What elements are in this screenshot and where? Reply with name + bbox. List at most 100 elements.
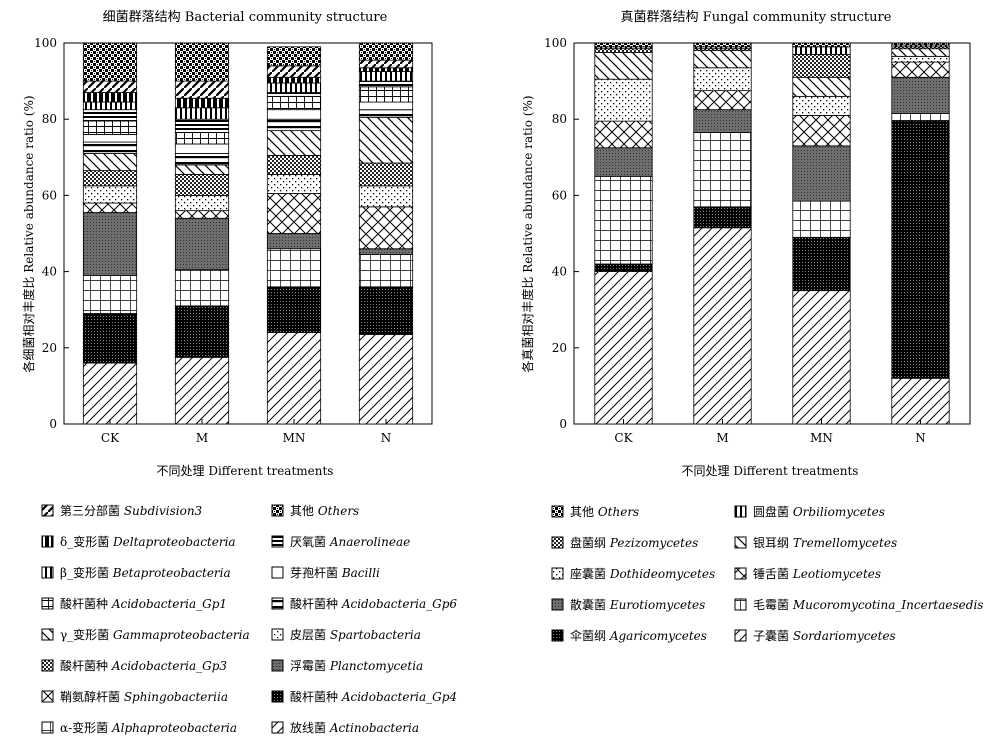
bacterial-legend-label-cn: 皮层菌 — [290, 628, 330, 642]
fungal-x-tick-label: M — [716, 431, 728, 445]
bacterial-bar-segment — [358, 67, 414, 72]
fungal-legend-swatch — [734, 536, 747, 549]
fungal-legend-label-latin: Leotiomycetes — [792, 567, 881, 581]
fungal-legend-swatch — [734, 598, 747, 611]
bacterial-legend-item: 放线菌 Actinobacteria — [271, 720, 419, 735]
bacterial-bar-segment — [174, 269, 230, 307]
fungal-legend-label-cn: 圆盘菌 — [753, 504, 793, 519]
bacterial-bar-segment — [358, 334, 414, 425]
fungal-bar-segment — [891, 61, 950, 78]
bacterial-legend-item: α-变形菌 Alphaproteobacteria — [41, 720, 237, 735]
fungal-legend-swatch — [734, 629, 747, 642]
fungal-legend-label-latin: Eurotiomycetes — [609, 598, 705, 612]
bacterial-legend-label-latin: Sphingobacteriia — [124, 690, 228, 704]
bacterial-legend-label: δ_变形菌 Deltaproteobacteria — [60, 534, 236, 549]
bacterial-bar-segment — [174, 305, 230, 358]
fungal-x-axis-label: 不同处理 Different treatments — [682, 464, 859, 478]
bacterial-legend-label-latin: Betaproteobacteria — [112, 566, 231, 580]
bacterial-legend-label-latin: Spartobacteria — [330, 628, 421, 642]
fungal-legend-swatch — [551, 629, 564, 642]
fungal-bar-m — [693, 42, 752, 425]
fungal-legend-item: 伞菌纲 Agaricomycetes — [551, 628, 707, 643]
bacterial-legend-item: 酸杆菌种 Acidobacteria_Gp6 — [271, 596, 457, 611]
fungal-bar-segment — [693, 90, 752, 111]
bacterial-bar-segment — [174, 194, 230, 212]
bacterial-legend-label-cn: γ_变形菌 — [60, 627, 113, 642]
fungal-legend: 其他 Others 盘菌纲 Pezizomycetes 座囊菌 Dothideomy… — [551, 504, 983, 643]
bacterial-legend-item: 酸杆菌种 Acidobacteria_Gp1 — [41, 596, 227, 611]
fungal-legend-label: 座囊菌 Dothideomycetes — [570, 566, 715, 581]
bacterial-legend-swatch — [271, 628, 284, 641]
bacterial-x-tick-label: CK — [101, 431, 120, 445]
fungal-bar-segment — [891, 120, 950, 379]
bacterial-bar-segment — [174, 217, 230, 271]
fungal-bar-segment — [693, 206, 752, 229]
bacterial-bar-segment — [82, 202, 138, 213]
fungal-legend-label-latin: Agaricomycetes — [609, 629, 707, 643]
bacterial-bar-segment — [82, 80, 138, 93]
bacterial-legend-item: 其他 Others — [271, 504, 359, 518]
bacterial-legend-label-latin: Gammaproteobacteria — [113, 628, 250, 642]
fungal-legend-label-latin: Pezizomycetes — [609, 536, 698, 550]
bacterial-legend-swatch — [271, 690, 284, 703]
bacterial-legend-item: β_变形菌 Betaproteobacteria — [41, 565, 231, 580]
bacterial-bar-segment — [82, 134, 138, 143]
bacterial-bar-segment — [82, 170, 138, 187]
bacterial-legend-swatch — [271, 535, 284, 548]
fungal-y-axis-label: 各真菌相对丰度比 Relative abundance ratio (%) — [520, 95, 535, 372]
bacterial-bar-segment — [358, 59, 414, 69]
bacterial-bar-segment — [174, 143, 230, 154]
bacterial-bar-segment — [358, 101, 414, 111]
bacterial-bar-segment — [266, 109, 322, 120]
fungal-legend-item: 毛霉菌 Mucoromycotina_Incertaesedis — [734, 598, 983, 612]
bacterial-x-tick-label: MN — [283, 431, 306, 445]
bacterial-legend-label-latin: Bacilli — [341, 566, 380, 580]
bacterial-bar-n — [358, 42, 414, 425]
fungal-bar-segment — [594, 263, 653, 273]
fungal-x-tick-label: MN — [810, 431, 833, 445]
bacterial-legend-label-cn: 酸杆菌种 — [290, 596, 342, 611]
fungal-legend-label-cn: 座囊菌 — [570, 566, 610, 581]
bacterial-legend-item: 酸杆菌种 Acidobacteria_Gp4 — [271, 689, 457, 704]
fungal-legend-item: 其他 Others — [551, 505, 639, 519]
fungal-y-tick-label: 40 — [552, 265, 567, 279]
fungal-legend-label: 散囊菌 Eurotiomycetes — [570, 597, 705, 612]
fungal-legend-item: 座囊菌 Dothideomycetes — [551, 566, 715, 581]
fungal-legend-swatch — [551, 598, 564, 611]
bacterial-legend-swatch — [41, 535, 54, 548]
bacterial-bar-segment — [82, 120, 138, 135]
bacterial-legend-label-cn: 厌氧菌 — [290, 535, 330, 549]
fungal-x-tick-label: CK — [614, 431, 633, 445]
bacterial-legend-label-cn: 鞘氨醇杆菌 — [60, 689, 124, 704]
bacterial-legend-label-latin: Acidobacteria_Gp1 — [111, 597, 227, 611]
fungal-legend-label-cn: 毛霉菌 — [753, 598, 793, 612]
bacterial-bar-segment — [174, 42, 230, 82]
fungal-legend-swatch — [734, 567, 747, 580]
fungal-bar-segment — [891, 42, 950, 46]
fungal-bar-segment — [792, 114, 851, 147]
bacterial-bar-ck — [82, 42, 138, 425]
bacterial-legend-label-latin: Acidobacteria_Gp3 — [111, 659, 228, 673]
bacterial-bar-segment — [82, 185, 138, 204]
fungal-legend-label-cn: 子囊菌 — [753, 628, 793, 643]
bacterial-legend-label: 浮霉菌 Planctomycetia — [290, 659, 423, 673]
bacterial-bar-segment — [174, 107, 230, 120]
bacterial-legend-label: 酸杆菌种 Acidobacteria_Gp6 — [290, 596, 457, 611]
fungal-bar-ck — [594, 42, 653, 425]
fungal-chart: 真菌群落结构 Fungal community structure 各真菌相对丰… — [520, 10, 971, 478]
bacterial-bar-segment — [266, 233, 322, 250]
bacterial-legend-label-cn: 其他 — [290, 504, 318, 518]
fungal-bar-segment — [891, 377, 950, 425]
bacterial-bar-segment — [174, 153, 230, 166]
bacterial-legend-label: 芽孢杆菌 Bacilli — [290, 566, 380, 580]
fungal-legend-swatch — [551, 505, 564, 518]
bacterial-legend-label-cn: 酸杆菌种 — [60, 658, 112, 673]
fungal-legend-item: 银耳纲 Tremellomycetes — [734, 536, 897, 550]
bacterial-bar-segment — [358, 254, 414, 288]
fungal-bar-segment — [891, 113, 950, 122]
fungal-bar-segment — [792, 95, 851, 116]
bacterial-bar-segment — [174, 132, 230, 145]
bacterial-bar-segment — [174, 118, 230, 133]
bacterial-bar-segment — [358, 162, 414, 187]
bacterial-bar-segment — [174, 164, 230, 175]
